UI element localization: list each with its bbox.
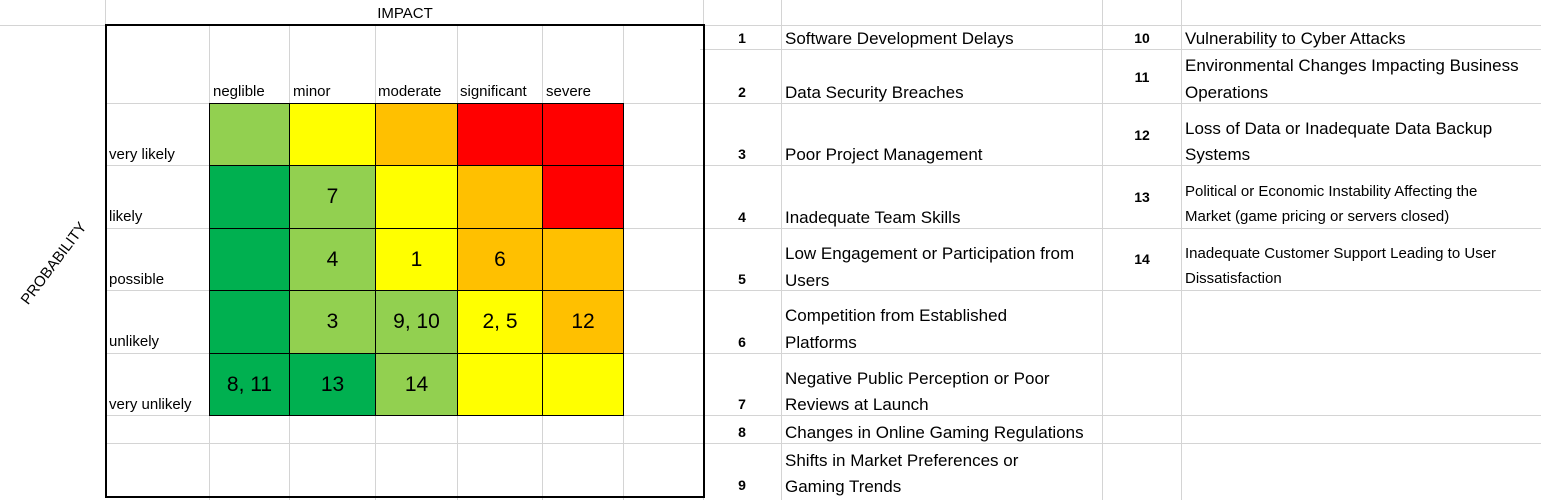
- grid-row-line: [0, 25, 1541, 26]
- risk-number: 4: [738, 209, 746, 225]
- probability-label-very-unlikely: very unlikely: [109, 396, 192, 413]
- heatmap-cell: [457, 103, 543, 166]
- risk-number: 3: [738, 146, 746, 162]
- heatmap-cell: 9, 10: [375, 290, 458, 354]
- heatmap-cell: [375, 103, 458, 166]
- grid-row-line: [106, 228, 1541, 229]
- heatmap-cell: [209, 103, 290, 166]
- grid-col-line: [781, 0, 782, 500]
- heatmap-cell: 8, 11: [209, 353, 290, 416]
- heatmap-cell: [542, 228, 624, 291]
- grid-row-line: [700, 49, 1541, 50]
- heatmap-cell: [457, 165, 543, 229]
- probability-title: PROBABILITY: [17, 219, 91, 308]
- risk-description: Competition from Established: [785, 306, 1008, 325]
- risk-number: 2: [738, 84, 746, 100]
- risk-number: 7: [738, 396, 746, 412]
- impact-label-significant: significant: [460, 83, 527, 100]
- risk-number: 12: [1134, 127, 1150, 143]
- heatmap-cell: [375, 165, 458, 229]
- risk-description: Operations: [1185, 83, 1269, 102]
- risk-description: Data Security Breaches: [785, 83, 964, 102]
- impact-label-minor: minor: [293, 83, 331, 100]
- impact-label-severe: severe: [546, 83, 592, 100]
- impact-label-neglible: neglible: [213, 83, 265, 100]
- probability-label-very-likely: very likely: [109, 146, 175, 163]
- matrix-border-top: [105, 24, 705, 26]
- risk-description: Low Engagement or Participation from: [785, 244, 1075, 263]
- heatmap-cell: 2, 5: [457, 290, 543, 354]
- heatmap-cell: 13: [289, 353, 376, 416]
- probability-label-unlikely: unlikely: [109, 333, 160, 350]
- risk-description: Market (game pricing or servers closed): [1185, 208, 1450, 225]
- heatmap-cell: [542, 165, 624, 229]
- grid-row-line: [106, 165, 1541, 166]
- heatmap-cell: 7: [289, 165, 376, 229]
- risk-description: Shifts in Market Preferences or: [785, 451, 1019, 470]
- heatmap-cell: 6: [457, 228, 543, 291]
- heatmap-cell: [289, 103, 376, 166]
- grid-row-line: [106, 353, 1541, 354]
- risk-number: 8: [738, 424, 746, 440]
- heatmap-cell: [209, 165, 290, 229]
- heatmap-cell: [542, 353, 624, 416]
- matrix-border-right: [703, 24, 705, 498]
- heatmap-cell: 14: [375, 353, 458, 416]
- heatmap-cell: [542, 103, 624, 166]
- risk-description: Environmental Changes Impacting Business: [1185, 56, 1519, 75]
- risk-description: Reviews at Launch: [785, 395, 929, 414]
- grid-col-line: [1102, 0, 1103, 500]
- risk-description: Platforms: [785, 333, 857, 352]
- risk-description: Negative Public Perception or Poor: [785, 369, 1050, 388]
- risk-number: 13: [1134, 189, 1150, 205]
- risk-description: Poor Project Management: [785, 145, 983, 164]
- grid-col-line: [1181, 0, 1182, 500]
- risk-description: Political or Economic Instability Affect…: [1185, 183, 1478, 200]
- heatmap-cell: 3: [289, 290, 376, 354]
- risk-description: Inadequate Team Skills: [785, 208, 961, 227]
- risk-number: 14: [1134, 251, 1150, 267]
- probability-label-likely: likely: [109, 208, 143, 225]
- heatmap-cell: 12: [542, 290, 624, 354]
- risk-number: 9: [738, 477, 746, 493]
- risk-description: Users: [785, 271, 830, 290]
- risk-description: Gaming Trends: [785, 477, 902, 496]
- grid-row-line: [106, 415, 1541, 416]
- risk-description: Inadequate Customer Support Leading to U…: [1185, 245, 1497, 262]
- risk-description: Vulnerability to Cyber Attacks: [1185, 29, 1406, 48]
- grid-row-line: [106, 103, 1541, 104]
- heatmap-cell: [209, 290, 290, 354]
- matrix-border-bottom: [105, 496, 705, 498]
- impact-title: IMPACT: [377, 5, 433, 22]
- probability-label-possible: possible: [109, 271, 165, 288]
- risk-description: Software Development Delays: [785, 29, 1014, 48]
- heatmap-cell: 1: [375, 228, 458, 291]
- grid-col-line: [105, 0, 106, 25]
- grid-row-line: [106, 290, 1541, 291]
- risk-number: 5: [738, 271, 746, 287]
- risk-number: 11: [1134, 69, 1150, 85]
- risk-description: Dissatisfaction: [1185, 270, 1282, 287]
- risk-number: 10: [1134, 30, 1150, 46]
- risk-description: Changes in Online Gaming Regulations: [785, 423, 1084, 442]
- matrix-border-left: [105, 24, 107, 498]
- risk-description: Systems: [1185, 145, 1251, 164]
- risk-description: Loss of Data or Inadequate Data Backup: [1185, 119, 1493, 138]
- impact-label-moderate: moderate: [378, 83, 442, 100]
- heatmap-cell: [457, 353, 543, 416]
- heatmap-cell: [209, 228, 290, 291]
- grid-row-line: [106, 443, 1541, 444]
- risk-number: 1: [738, 30, 746, 46]
- heatmap-cell: 4: [289, 228, 376, 291]
- risk-number: 6: [738, 334, 746, 350]
